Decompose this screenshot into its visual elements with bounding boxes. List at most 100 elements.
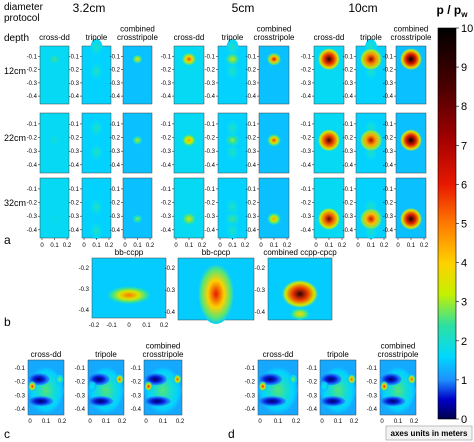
cd-xtick-label: 0.1 xyxy=(159,419,168,425)
b-ytick-label: -0.2 xyxy=(165,266,176,272)
ytick-label: -0.3 xyxy=(27,81,38,87)
ytick-label: -0.1 xyxy=(110,55,121,61)
ytick-label: -0.3 xyxy=(69,149,80,155)
ytick-label: -0.2 xyxy=(161,201,172,207)
xtick-label: 0 xyxy=(123,243,127,249)
group-label-0: 3.2cm xyxy=(73,1,106,15)
xtick-label: 0.1 xyxy=(133,243,142,249)
b-ytick-label: -0.3 xyxy=(79,287,90,293)
header-protocol: protocol xyxy=(4,13,40,24)
ytick-label: -0.2 xyxy=(205,201,216,207)
ytick-label: -0.4 xyxy=(27,163,38,169)
cd-xtick-label: 0 xyxy=(380,419,384,425)
b-ytick-label: -0.2 xyxy=(255,266,266,272)
ytick-label: -0.2 xyxy=(343,136,354,142)
ytick-label: -0.4 xyxy=(343,163,354,169)
b-xtick-label: -0.2 xyxy=(89,323,100,329)
label-layer: -0.1 -0.2 -0.3 -0.4 -0.1 -0.2 -0.3 -0.4 -0.1 -0.2… xyxy=(4,25,432,426)
ytick-label: -0.2 xyxy=(205,136,216,142)
focus-r1-c0 xyxy=(49,135,60,145)
xtick-label: 0 xyxy=(174,243,178,249)
ytick-label: -0.2 xyxy=(343,201,354,207)
cd-ytick-label: -0.4 xyxy=(307,407,318,413)
column-title-6: cross-dd xyxy=(314,33,345,42)
b-focus-2 xyxy=(282,279,318,308)
focus-r2-c6 xyxy=(318,207,340,230)
focus-r2-c2 xyxy=(132,214,143,224)
cd-xtick-label: 0 xyxy=(88,419,92,425)
ytick-label: -0.1 xyxy=(343,55,354,61)
cd-title-1: tripole xyxy=(95,350,117,359)
xtick-label: 0.1 xyxy=(270,243,279,249)
header-diameter: diameter xyxy=(4,2,44,13)
column-title-5-line-1: crosstripole xyxy=(254,33,295,42)
panel-letter-c: c xyxy=(4,427,10,441)
units-note-box xyxy=(385,425,473,441)
ytick-label: -0.3 xyxy=(343,214,354,220)
ytick-label: -0.4 xyxy=(246,94,257,100)
group-label-2: 10cm xyxy=(348,1,377,15)
cd-ytick-label: -0.4 xyxy=(131,407,142,413)
ytick-label: -0.2 xyxy=(69,136,80,142)
ytick-label: -0.2 xyxy=(301,201,312,207)
focus-r0-c2 xyxy=(132,54,143,64)
xtick-label: 0.1 xyxy=(325,243,334,249)
cd-lowband-b-0 xyxy=(27,396,54,407)
ytick-label: -0.1 xyxy=(27,187,38,193)
heatmap-layer xyxy=(27,39,427,416)
sidelobe-b-r2-c4 xyxy=(226,222,239,239)
focus-r1-c4 xyxy=(225,133,240,147)
focus-r1-c3 xyxy=(182,133,196,147)
xtick-label: 0.2 xyxy=(63,243,72,249)
cd-edge-spot-b-5 xyxy=(407,374,416,385)
ytick-label: -0.1 xyxy=(110,122,121,128)
cd-ytick-label: -0.1 xyxy=(15,366,26,372)
focus-r0-c5 xyxy=(267,52,281,66)
focus-r1-c8 xyxy=(400,129,422,152)
colorbar-tick-label: 8 xyxy=(461,101,467,113)
focus-r0-c8 xyxy=(400,48,422,71)
focus-r2-c4 xyxy=(225,212,240,226)
focus-r0-c6 xyxy=(318,48,340,71)
ytick-label: -0.4 xyxy=(110,94,121,100)
ytick-label: -0.1 xyxy=(246,187,257,193)
panel-letter-b: b xyxy=(4,315,11,329)
sidelobe-b-r0-c1 xyxy=(90,63,103,80)
cd-ytick-label: -0.3 xyxy=(131,393,142,399)
ytick-label: -0.4 xyxy=(246,163,257,169)
focus-r0-c1 xyxy=(91,54,102,64)
xtick-label: 0.2 xyxy=(146,243,155,249)
ytick-label: -0.3 xyxy=(205,81,216,87)
xtick-label: 0.2 xyxy=(380,243,389,249)
ytick-label: -0.2 xyxy=(205,68,216,74)
cd-edge-spot-b-4 xyxy=(347,374,356,385)
ytick-label: -0.2 xyxy=(110,68,121,74)
map-r2-c5 xyxy=(258,177,290,239)
ytick-label: -0.3 xyxy=(246,214,257,220)
xtick-label: 0 xyxy=(40,243,44,249)
cd-ytick-label: -0.2 xyxy=(15,380,26,386)
xtick-label: 0 xyxy=(218,243,222,249)
ytick-label: -0.3 xyxy=(205,149,216,155)
map-r2-c2 xyxy=(122,177,153,239)
ytick-label: -0.2 xyxy=(301,136,312,142)
b-title-2: combined ccpp-cpcp xyxy=(263,248,337,257)
ytick-label: -0.4 xyxy=(301,94,312,100)
ytick-label: -0.4 xyxy=(69,163,80,169)
ytick-label: -0.3 xyxy=(161,149,172,155)
row-label-1: 22cm xyxy=(4,133,26,143)
ytick-label: -0.4 xyxy=(301,163,312,169)
cd-ytick-label: -0.2 xyxy=(307,380,318,386)
ytick-label: -0.1 xyxy=(27,55,38,61)
xtick-label: 0.1 xyxy=(407,243,416,249)
sidelobe-r1-c1 xyxy=(90,120,103,137)
cd-ytick-label: -0.2 xyxy=(367,380,378,386)
ytick-label: -0.4 xyxy=(110,228,121,234)
focus-r1-c6 xyxy=(318,129,340,152)
cd-xtick-label: 0.2 xyxy=(118,419,127,425)
ytick-label: -0.2 xyxy=(246,201,257,207)
xtick-label: 0.2 xyxy=(338,243,347,249)
ytick-label: -0.3 xyxy=(383,149,394,155)
b-ytick-label: -0.4 xyxy=(255,310,266,316)
ytick-label: -0.4 xyxy=(110,163,121,169)
